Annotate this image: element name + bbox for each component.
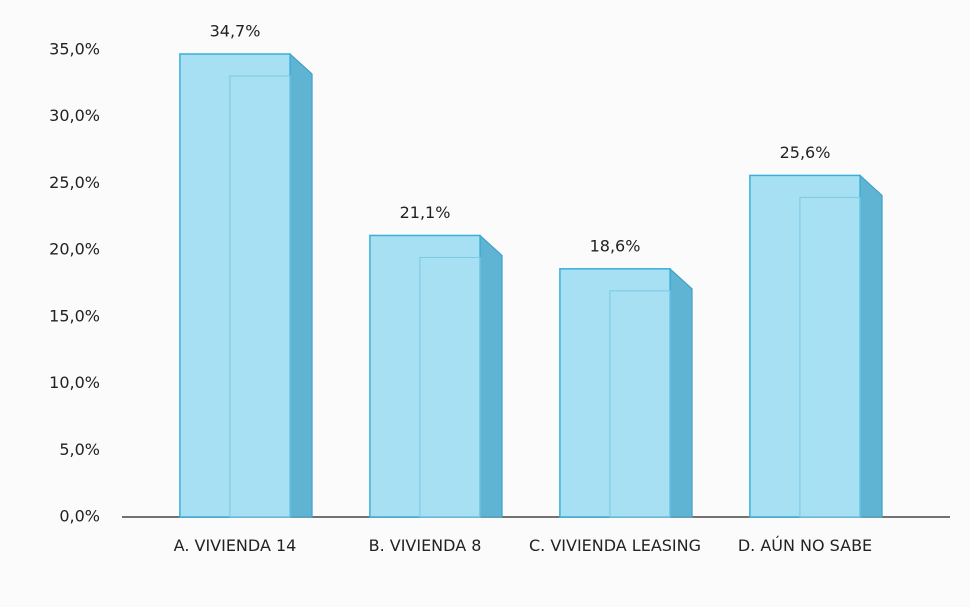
y-tick-label: 20,0% <box>49 240 100 259</box>
bar-inner <box>419 256 481 518</box>
x-tick-label: B. VIVIENDA 8 <box>368 536 482 555</box>
x-tick-label-box: C. VIVIENDA LEASING <box>528 536 702 555</box>
y-tick-label: 0,0% <box>59 507 100 526</box>
x-tick-label-box: A. VIVIENDA 14 <box>173 536 297 555</box>
x-tick-label: D. AÚN NO SABE <box>737 536 873 555</box>
y-tick-label: 5,0% <box>59 440 100 459</box>
bar-inner <box>799 196 861 518</box>
x-tick-label: C. VIVIENDA LEASING <box>528 536 702 555</box>
bar-side <box>859 174 883 518</box>
value-label: 25,6% <box>780 143 831 162</box>
value-label: 34,7% <box>210 22 261 41</box>
bar-side <box>289 52 313 518</box>
x-tick-label-box: B. VIVIENDA 8 <box>368 536 482 555</box>
bar-side <box>669 267 693 518</box>
y-tick-label: 10,0% <box>49 373 100 392</box>
y-tick-label: 30,0% <box>49 106 100 125</box>
y-tick-label: 15,0% <box>49 306 100 325</box>
x-tick-label-box: D. AÚN NO SABE <box>737 536 873 555</box>
bar-inner <box>609 290 671 518</box>
y-tick-label: 25,0% <box>49 173 100 192</box>
bar <box>559 268 671 518</box>
bar-inner <box>229 75 291 518</box>
bar <box>749 174 861 518</box>
bar <box>369 234 481 518</box>
x-tick-label: A. VIVIENDA 14 <box>173 536 297 555</box>
value-label: 18,6% <box>590 236 641 255</box>
value-label: 21,1% <box>400 203 451 222</box>
y-tick-label: 35,0% <box>49 40 100 59</box>
bar-side <box>479 234 503 518</box>
bar <box>179 53 291 518</box>
